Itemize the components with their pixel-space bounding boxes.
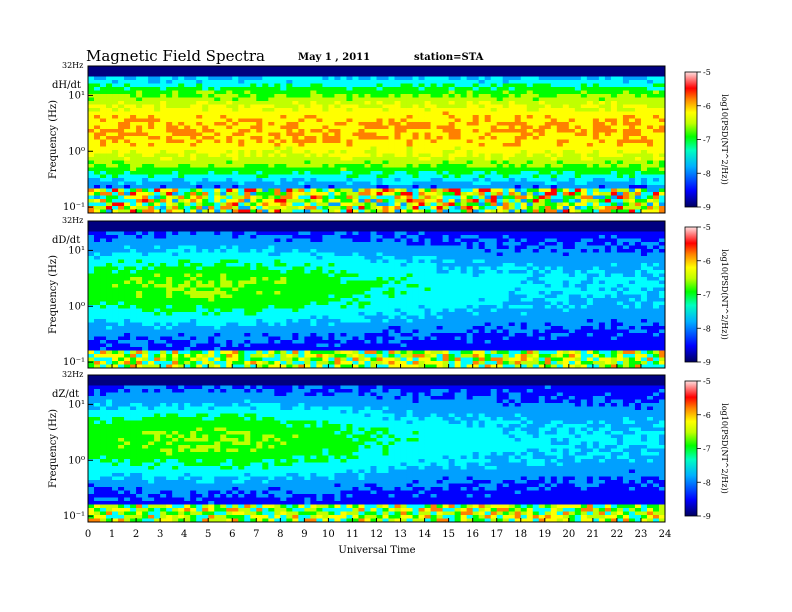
y-tick-label: 10⁰ [68, 455, 85, 466]
x-tick-label: 1 [109, 529, 115, 540]
y-axis-label: Frequency (Hz) [48, 255, 59, 334]
chart-title: Magnetic Field Spectra [86, 47, 265, 65]
x-tick-label: 8 [277, 529, 283, 540]
x-tick-label: 11 [346, 529, 359, 540]
x-tick-label: 13 [394, 529, 407, 540]
colorbar-tick-label: -8 [703, 169, 711, 178]
x-tick-label: 6 [229, 529, 235, 540]
x-tick-label: 20 [562, 529, 575, 540]
colorbar-tick-label: -6 [703, 102, 711, 111]
colorbar [684, 380, 698, 517]
colorbar-tick-label: -6 [703, 257, 711, 266]
x-tick-label: 9 [301, 529, 307, 540]
y-tick-label: 10⁰ [68, 146, 85, 157]
date-label: May 1 , 2011 [298, 52, 370, 63]
x-tick-label: 7 [253, 529, 259, 540]
x-tick-label: 10 [322, 529, 335, 540]
colorbar-tick-label: -9 [703, 358, 711, 367]
y-tick-label: 10⁻¹ [63, 511, 85, 522]
colorbar-tick-label: -9 [703, 512, 711, 521]
component-label: dD/dt [52, 235, 80, 246]
spectrogram-cells [88, 66, 666, 214]
component-label: dH/dt [52, 80, 81, 91]
spectrogram-cells [88, 221, 666, 369]
y-axis-label: Frequency (Hz) [48, 409, 59, 488]
y-tick-label: 10⁻¹ [63, 357, 85, 368]
colorbar-label: log10(PSD(NT^2/Hz)) [720, 403, 729, 493]
y-top-label: 32Hz [62, 61, 83, 70]
x-tick-label: 23 [635, 529, 648, 540]
x-tick-label: 16 [466, 529, 479, 540]
colorbar-tick-label: -5 [703, 223, 711, 232]
panel-0: dH/dt 32Hz Frequency (Hz) 10¹ 10⁰ 10⁻¹ -5 -6 -7 -… [48, 61, 729, 214]
x-tick-label: 21 [587, 529, 600, 540]
panels-group: dH/dt 32Hz Frequency (Hz) 10¹ 10⁰ 10⁻¹ -5 -6 -7 -… [48, 61, 729, 523]
x-tick-label: 17 [490, 529, 503, 540]
colorbar-label: log10(PSD(NT^2/Hz)) [720, 94, 729, 184]
x-tick-label: 2 [133, 529, 139, 540]
panel-2: dZ/dt 32Hz Frequency (Hz) 10¹ 10⁰ 10⁻¹ -5 -6 -7 -… [48, 370, 729, 523]
station-label: station=STA [414, 52, 484, 63]
y-tick-label: 10¹ [68, 90, 85, 101]
y-tick-label: 10⁻¹ [63, 202, 85, 213]
x-tick-label: 3 [157, 529, 163, 540]
x-axis-label: Universal Time [338, 545, 415, 556]
x-tick-label: 4 [181, 529, 187, 540]
panel-1: dD/dt 32Hz Frequency (Hz) 10¹ 10⁰ 10⁻¹ -5 -6 -7 -… [48, 216, 729, 369]
x-tick-label: 15 [442, 529, 455, 540]
y-axis-label: Frequency (Hz) [48, 100, 59, 179]
x-tick-label: 14 [418, 529, 431, 540]
colorbar-tick-label: -7 [703, 291, 711, 300]
colorbar-tick-label: -7 [703, 136, 711, 145]
x-tick-label: 22 [611, 529, 624, 540]
y-tick-label: 10¹ [68, 245, 85, 256]
colorbar-tick-label: -8 [703, 324, 711, 333]
spectrogram-cells [88, 375, 666, 523]
colorbar [684, 71, 698, 208]
y-tick-label: 10¹ [68, 399, 85, 410]
y-tick-label: 10⁰ [68, 301, 85, 312]
colorbar-tick-label: -6 [703, 411, 711, 420]
component-label: dZ/dt [52, 389, 79, 400]
x-tick-label: 24 [659, 529, 672, 540]
colorbar-tick-label: -7 [703, 445, 711, 454]
colorbar-label: log10(PSD(NT^2/Hz)) [720, 249, 729, 339]
x-axis: 0 1 2 3 4 5 6 7 8 9 10 11 12 13 14 15 16 17 18 19 20 21 22 23 24 [85, 529, 672, 540]
y-top-label: 32Hz [62, 216, 83, 225]
colorbar-tick-label: -8 [703, 478, 711, 487]
colorbar-tick-label: -9 [703, 203, 711, 212]
colorbar-tick-label: -5 [703, 377, 711, 386]
x-tick-label: 19 [538, 529, 551, 540]
x-tick-label: 12 [370, 529, 383, 540]
x-tick-label: 0 [85, 529, 91, 540]
x-tick-label: 18 [514, 529, 527, 540]
colorbar [684, 226, 698, 363]
colorbar-tick-label: -5 [703, 68, 711, 77]
y-top-label: 32Hz [62, 370, 83, 379]
x-tick-label: 5 [205, 529, 211, 540]
